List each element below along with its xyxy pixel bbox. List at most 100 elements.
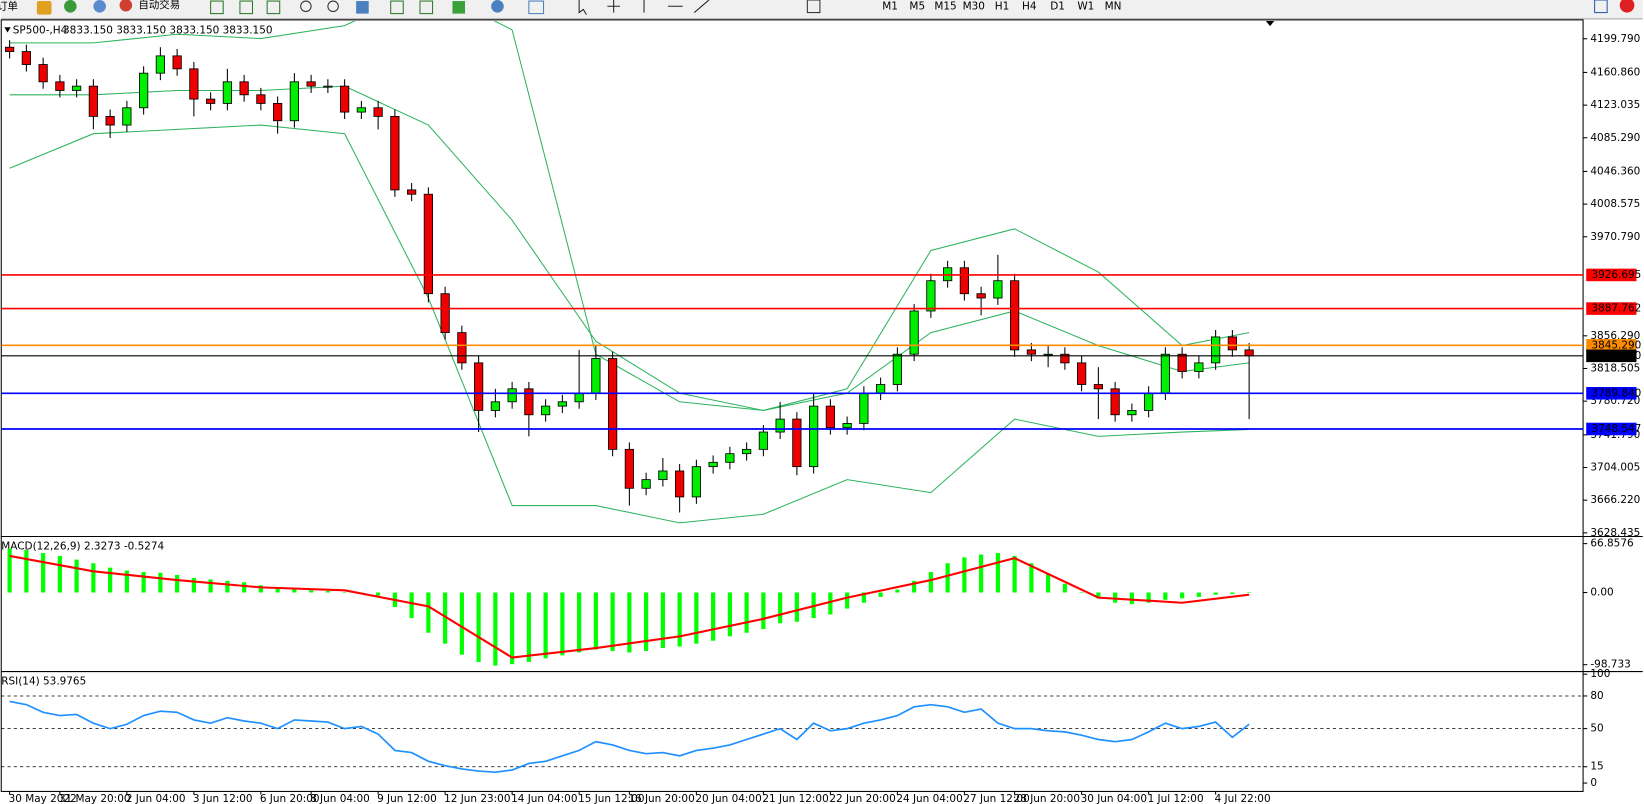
- icon[interactable]: [239, 0, 254, 15]
- candle-body: [72, 85, 82, 91]
- crosshair-icon[interactable]: [607, 0, 620, 13]
- macd-bar: [74, 559, 79, 593]
- timeframe-button[interactable]: M15: [934, 0, 956, 12]
- macd-bar: [727, 592, 732, 637]
- macd-bar: [409, 592, 414, 619]
- candle-body: [55, 81, 65, 91]
- y-tick-label: 3666.220: [1590, 494, 1640, 506]
- icon[interactable]: [266, 0, 281, 15]
- x-tick-label: 22 Jun 20:00: [829, 793, 895, 804]
- macd-panel: [7, 548, 1252, 666]
- y-tick-label: 4085.290: [1590, 132, 1640, 144]
- y-tick-label: 3856.290: [1590, 330, 1640, 342]
- timeframe-button[interactable]: M30: [963, 0, 985, 12]
- icon[interactable]: [390, 0, 404, 15]
- icon[interactable]: [419, 0, 434, 15]
- timeframe-button[interactable]: D1: [1050, 0, 1065, 12]
- y-tick-label: 0.00: [1590, 587, 1613, 599]
- candle-body: [725, 453, 735, 463]
- y-tick-label: 50: [1590, 723, 1603, 735]
- macd-bar: [1247, 592, 1252, 594]
- icon[interactable]: [452, 1, 466, 14]
- chart-frame: [0, 19, 1584, 792]
- y-tick-label: 15: [1590, 761, 1603, 773]
- candle-body: [5, 46, 15, 52]
- search-icon[interactable]: [1594, 0, 1608, 14]
- icon[interactable]: [356, 1, 369, 14]
- macd-bar: [41, 553, 46, 593]
- candle-body: [490, 401, 500, 411]
- axes: 4199.790 4160.860 4123.035 4085.290 4046.360…: [9, 33, 1642, 804]
- candle-body: [1110, 388, 1120, 416]
- candle-body: [976, 293, 986, 299]
- draw-icons[interactable]: [643, 0, 710, 13]
- timeframe-button[interactable]: M1: [882, 0, 898, 12]
- price-level-tag: [1586, 268, 1637, 282]
- timeframe-button[interactable]: M5: [909, 0, 925, 12]
- x-tick-label: 20 Jun 04:00: [695, 793, 761, 804]
- y-tick-label: 80: [1590, 690, 1603, 702]
- text-icon[interactable]: [806, 0, 821, 14]
- x-tick-label: 31 May 20:00: [59, 793, 131, 804]
- y-tick-label: 0: [1590, 777, 1597, 789]
- candle-body: [239, 81, 249, 96]
- cursor-icon[interactable]: [578, 0, 587, 15]
- macd-bar: [627, 592, 632, 653]
- macd-bar: [459, 592, 464, 655]
- candle-body: [172, 55, 182, 70]
- macd-bar: [7, 548, 12, 593]
- timeframe-button[interactable]: W1: [1077, 0, 1094, 12]
- candle-body: [842, 422, 852, 429]
- macd-bar: [1046, 573, 1051, 593]
- candle-body: [507, 388, 517, 403]
- icon[interactable]: [93, 0, 106, 13]
- macd-bar: [91, 563, 96, 593]
- x-tick-label: 30 May 2022: [9, 793, 77, 804]
- candle-body: [1144, 392, 1154, 411]
- candle-body: [775, 418, 785, 433]
- auto-trading-button[interactable]: 自动交易: [138, 0, 180, 11]
- notification-icon[interactable]: [1619, 0, 1635, 13]
- candle-body: [21, 51, 31, 65]
- macd-bar: [292, 589, 297, 593]
- macd-bar: [1029, 563, 1034, 593]
- y-tick-label: 100: [1590, 668, 1610, 680]
- candle-body: [1010, 280, 1020, 351]
- candle-body: [1227, 336, 1237, 351]
- x-tick-label: 28 Jun 20:00: [1014, 793, 1080, 804]
- candle-body: [457, 332, 467, 364]
- icon[interactable]: [36, 1, 52, 15]
- x-tick-label: 3 Jun 12:00: [193, 793, 253, 804]
- macd-bar: [376, 592, 381, 596]
- candle-body: [675, 470, 685, 498]
- x-tick-label: 8 Jun 04:00: [310, 793, 370, 804]
- auto-trading-icon[interactable]: [119, 0, 133, 12]
- price-level-tag: [1586, 386, 1637, 400]
- bollinger-middle: [9, 85, 1250, 411]
- x-tick-label: 27 Jun 12:00: [963, 793, 1029, 804]
- y-tick-label: 4008.575: [1590, 198, 1640, 210]
- candle-body: [440, 293, 450, 334]
- icon[interactable]: [491, 0, 504, 13]
- macd-bar: [711, 592, 716, 641]
- macd-bar: [24, 550, 29, 593]
- macd-bar: [1079, 592, 1084, 594]
- y-tick-label: 4160.860: [1590, 66, 1640, 78]
- timeframe-button[interactable]: MN: [1105, 0, 1122, 12]
- candle-body: [742, 448, 752, 455]
- candle-body: [691, 466, 701, 498]
- zoom-in[interactable]: [300, 0, 312, 13]
- timeframe-button[interactable]: H4: [1022, 0, 1037, 12]
- x-tick-label: 4 Jul 22:00: [1215, 793, 1271, 804]
- icon[interactable]: [528, 0, 545, 15]
- zoom-out[interactable]: [327, 0, 339, 13]
- candle-body: [926, 280, 936, 312]
- order-button[interactable]: 订单: [0, 0, 18, 12]
- candle-body: [155, 55, 165, 74]
- icon[interactable]: [64, 0, 77, 13]
- price-level-tag: [1586, 339, 1637, 352]
- timeframe-button[interactable]: H1: [995, 0, 1010, 12]
- macd-bar: [928, 572, 933, 593]
- icon[interactable]: [210, 0, 224, 15]
